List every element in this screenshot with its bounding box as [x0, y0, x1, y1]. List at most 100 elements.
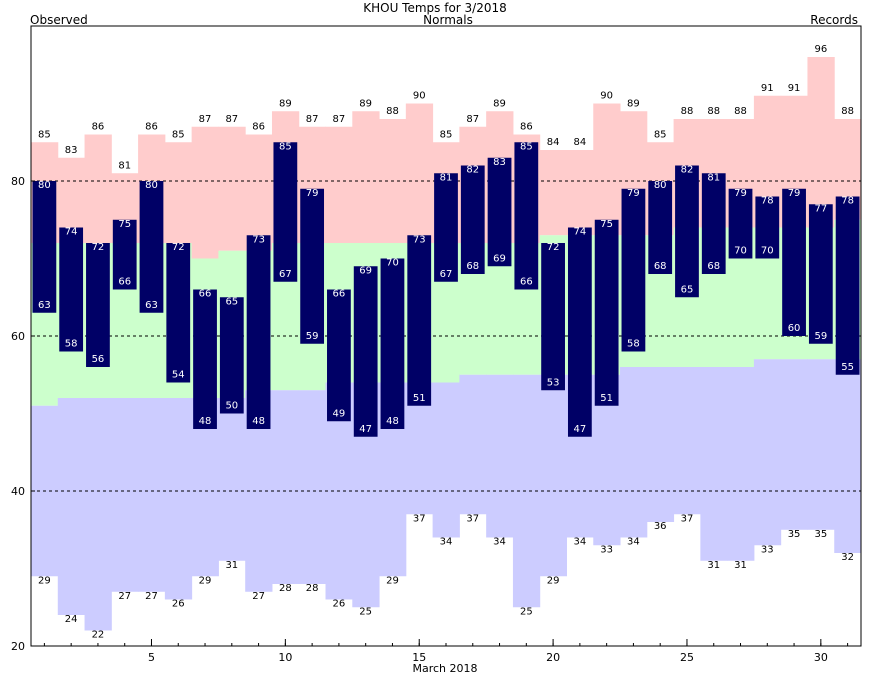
record-low-band: [57, 398, 86, 615]
observed-bar: [166, 243, 191, 383]
record-high-label: 85: [440, 129, 453, 140]
observed-bar: [835, 196, 860, 375]
chart-title: KHOU Temps for 3/2018: [363, 1, 507, 15]
observed-high-label: 82: [466, 165, 479, 176]
observed-bar: [594, 219, 619, 406]
observed-bar: [219, 297, 244, 414]
record-low-label: 28: [306, 583, 319, 594]
observed-bar: [782, 188, 806, 336]
record-low-band: [673, 367, 701, 515]
observed-high-label: 66: [199, 289, 212, 300]
observed-high-label: 75: [118, 219, 131, 230]
observed-high-label: 79: [788, 188, 801, 199]
observed-bar: [273, 142, 298, 282]
record-high-label: 84: [547, 137, 560, 148]
record-high-band: [164, 142, 193, 243]
record-low-band: [727, 367, 755, 561]
x-tick-label: 20: [546, 651, 560, 664]
observed-bar: [112, 219, 137, 290]
observed-low-label: 66: [118, 277, 131, 288]
observed-high-label: 72: [547, 242, 560, 253]
record-high-label: 86: [252, 122, 265, 133]
record-low-label: 33: [761, 544, 774, 555]
observed-low-label: 68: [654, 261, 667, 272]
record-high-label: 87: [306, 114, 319, 125]
observed-bar: [32, 181, 57, 313]
record-low-label: 35: [814, 529, 827, 540]
record-low-band: [138, 398, 166, 592]
record-high-label: 84: [574, 137, 587, 148]
observed-high-label: 85: [520, 141, 533, 152]
observed-high-label: 65: [225, 296, 238, 307]
observed-low-label: 65: [681, 284, 694, 295]
record-high-label: 91: [788, 83, 801, 94]
record-low-label: 25: [520, 606, 533, 617]
record-high-label: 87: [333, 114, 346, 125]
record-low-label: 37: [466, 513, 479, 524]
record-low-label: 34: [493, 537, 506, 548]
record-low-label: 31: [734, 560, 747, 571]
observed-bar: [86, 243, 110, 367]
record-high-band: [325, 126, 353, 243]
observed-bar: [246, 235, 271, 429]
record-high-label: 81: [118, 160, 131, 171]
record-low-band: [539, 374, 567, 577]
observed-low-label: 47: [574, 424, 587, 435]
record-low-label: 34: [627, 537, 640, 548]
observed-low-label: 67: [440, 269, 453, 280]
observed-low-label: 70: [761, 246, 774, 257]
observed-low-label: 59: [814, 331, 827, 342]
y-tick-label: 80: [11, 175, 25, 188]
record-low-label: 29: [547, 575, 560, 586]
record-high-label: 86: [92, 122, 105, 133]
record-low-band: [111, 398, 139, 592]
observed-low-label: 63: [38, 300, 51, 311]
record-low-band: [486, 374, 514, 538]
observed-bar: [59, 227, 84, 352]
observed-bar: [434, 173, 458, 282]
record-low-label: 32: [841, 552, 854, 563]
observed-low-label: 47: [359, 424, 372, 435]
observed-high-label: 80: [145, 180, 158, 191]
record-high-band: [566, 150, 594, 236]
record-high-band: [807, 57, 835, 228]
observed-bar: [728, 188, 753, 259]
record-low-band: [700, 367, 728, 561]
observed-bar-layer: 80 63 74 58 72 56 75 66 80 63 72 54 66 48 65 50 73 48 85 67…: [32, 141, 860, 437]
observed-high-label: 72: [92, 242, 105, 253]
record-high-label: 88: [386, 106, 399, 117]
x-tick-label: 15: [412, 651, 426, 664]
record-low-label: 31: [707, 560, 720, 571]
observed-high-label: 66: [333, 289, 346, 300]
record-high-label: 88: [841, 106, 854, 117]
record-low-band: [834, 359, 862, 553]
observed-high-label: 74: [65, 227, 78, 238]
observed-low-label: 54: [172, 370, 185, 381]
record-high-label: 87: [199, 114, 212, 125]
observed-low-label: 56: [92, 354, 105, 365]
record-high-label: 86: [520, 122, 533, 133]
observed-low-label: 55: [841, 362, 854, 373]
record-low-band: [218, 398, 246, 561]
axis-layer: 20 40 60 80 5 10 15 20 25 30: [11, 25, 862, 664]
record-high-band: [218, 126, 246, 251]
record-low-band: [807, 359, 835, 530]
observed-low-label: 67: [279, 269, 292, 280]
record-high-label: 85: [172, 129, 185, 140]
x-tick-label: 5: [148, 651, 155, 664]
observed-legend-label: Observed: [30, 13, 88, 27]
observed-low-label: 48: [199, 416, 212, 427]
record-low-band: [459, 374, 487, 515]
observed-high-label: 79: [627, 188, 640, 199]
record-low-label: 24: [65, 614, 78, 625]
record-low-label: 37: [413, 513, 426, 524]
observed-high-label: 83: [493, 157, 506, 168]
observed-low-label: 51: [600, 393, 613, 404]
observed-bar: [621, 188, 646, 352]
record-low-label: 22: [92, 630, 105, 641]
y-tick-label: 20: [11, 640, 25, 653]
record-low-label: 34: [440, 537, 453, 548]
record-low-label: 27: [118, 591, 131, 602]
record-high-label: 87: [466, 114, 479, 125]
observed-bar: [701, 173, 726, 274]
